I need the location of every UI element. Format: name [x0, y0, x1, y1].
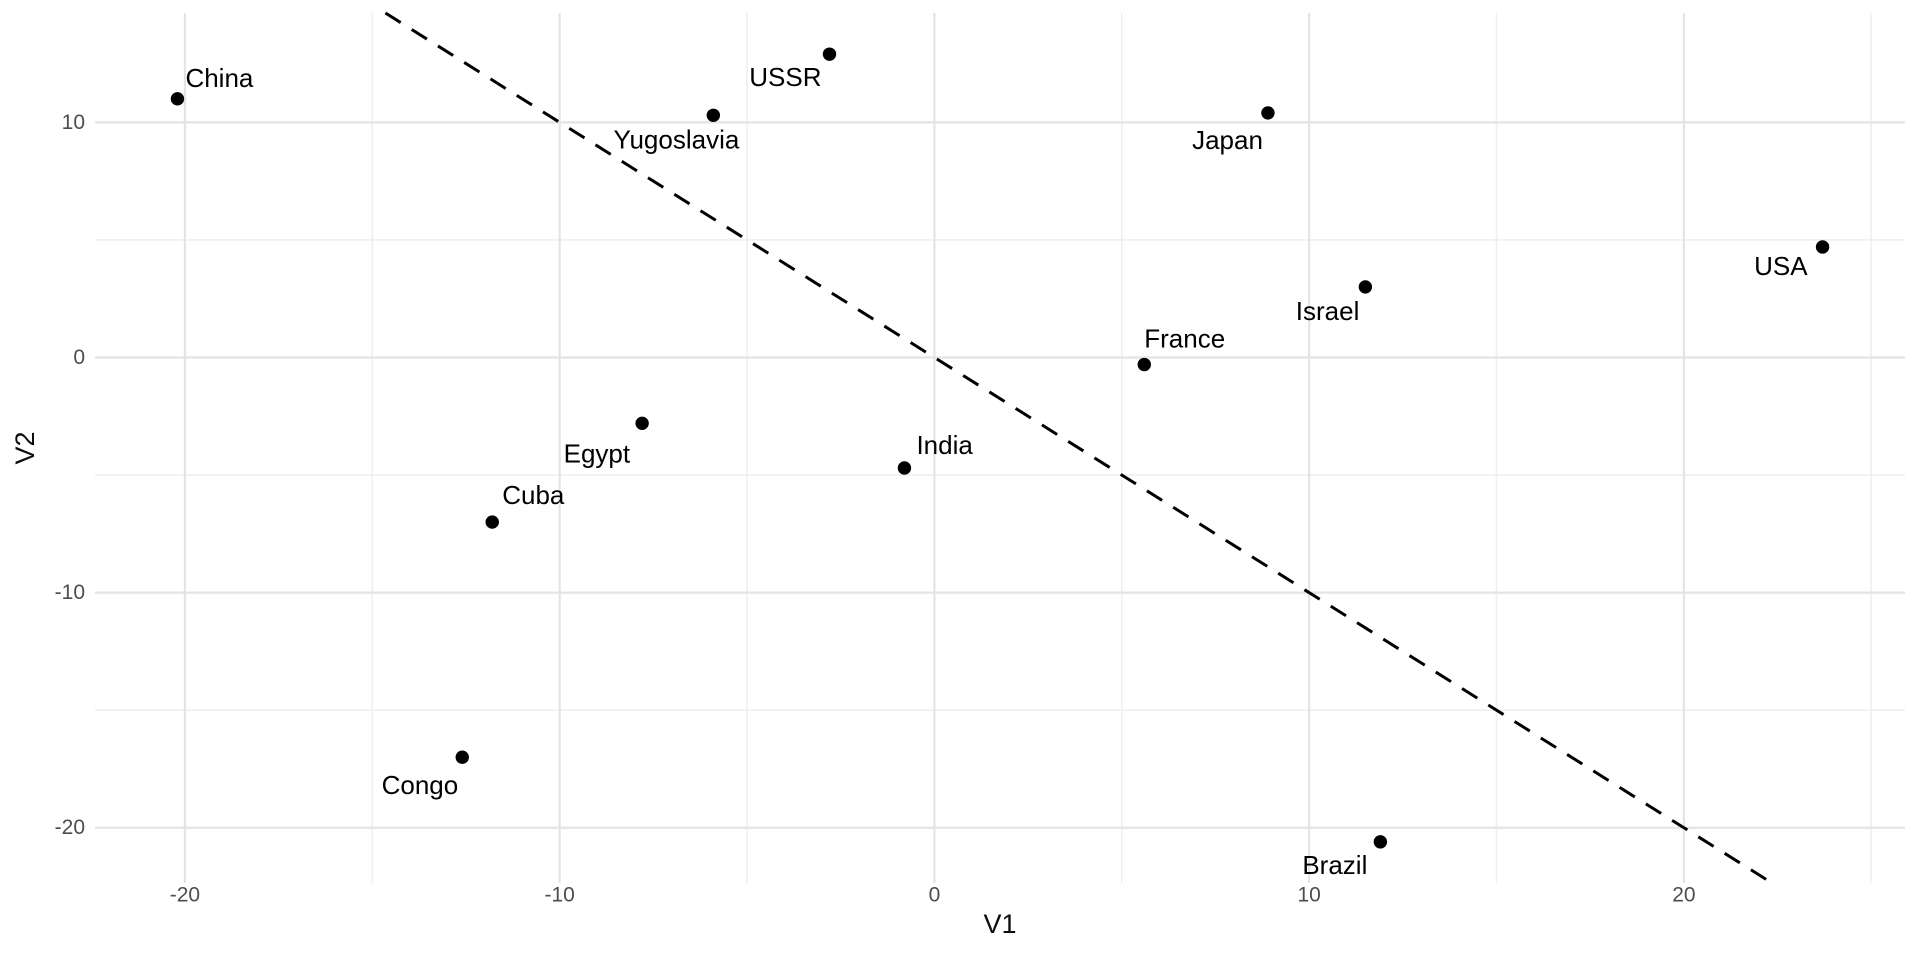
data-point-congo — [455, 750, 469, 764]
y-axis-title: V2 — [10, 431, 40, 464]
point-label-cuba: Cuba — [502, 480, 565, 510]
dashed-reference-line — [384, 11, 1773, 885]
y-tick-label-0: 0 — [73, 346, 85, 369]
data-point-brazil — [1373, 835, 1388, 849]
point-label-yugoslavia: Yugoslavia — [614, 124, 740, 154]
point-label-japan: Japan — [1192, 125, 1263, 155]
data-point-yugoslavia — [706, 108, 721, 122]
y-tick-label--10: -10 — [55, 581, 85, 604]
data-point-egypt — [635, 416, 649, 431]
x-axis-tick-labels: -20 -10 0 10 20 — [170, 884, 1696, 907]
data-point-israel — [1358, 280, 1373, 294]
point-label-china: China — [185, 63, 253, 93]
gridlines-major — [95, 13, 1905, 883]
data-point-china — [170, 92, 185, 106]
data-point-france — [1137, 357, 1151, 372]
point-label-egypt: Egypt — [564, 438, 631, 468]
x-tick-label-20: 20 — [1672, 884, 1695, 907]
point-labels: China USSR Yugoslavia Japan USA Israel France E… — [185, 62, 1808, 880]
data-point-usa — [1815, 240, 1830, 254]
point-label-israel: Israel — [1296, 296, 1360, 326]
data-point-japan — [1261, 106, 1275, 120]
data-point-cuba — [485, 515, 499, 529]
x-axis-title: V1 — [983, 909, 1016, 939]
data-point-ussr — [822, 47, 837, 61]
x-tick-label-0: 0 — [929, 884, 941, 907]
data-point-india — [897, 461, 912, 475]
x-tick-label-10: 10 — [1297, 884, 1320, 907]
y-tick-label--20: -20 — [55, 816, 85, 839]
y-tick-label-10: 10 — [62, 111, 85, 134]
point-label-brazil: Brazil — [1302, 850, 1367, 880]
x-tick-label--10: -10 — [544, 884, 574, 907]
point-label-france: France — [1144, 324, 1225, 354]
point-label-usa: USA — [1754, 251, 1808, 281]
data-points — [170, 47, 1830, 849]
point-label-congo: Congo — [382, 770, 459, 800]
point-label-ussr: USSR — [749, 62, 821, 92]
gridlines-minor — [95, 13, 1905, 883]
point-label-india: India — [916, 430, 973, 460]
y-axis-tick-labels: -20 -10 0 10 — [55, 111, 85, 839]
x-tick-label--20: -20 — [170, 884, 200, 907]
